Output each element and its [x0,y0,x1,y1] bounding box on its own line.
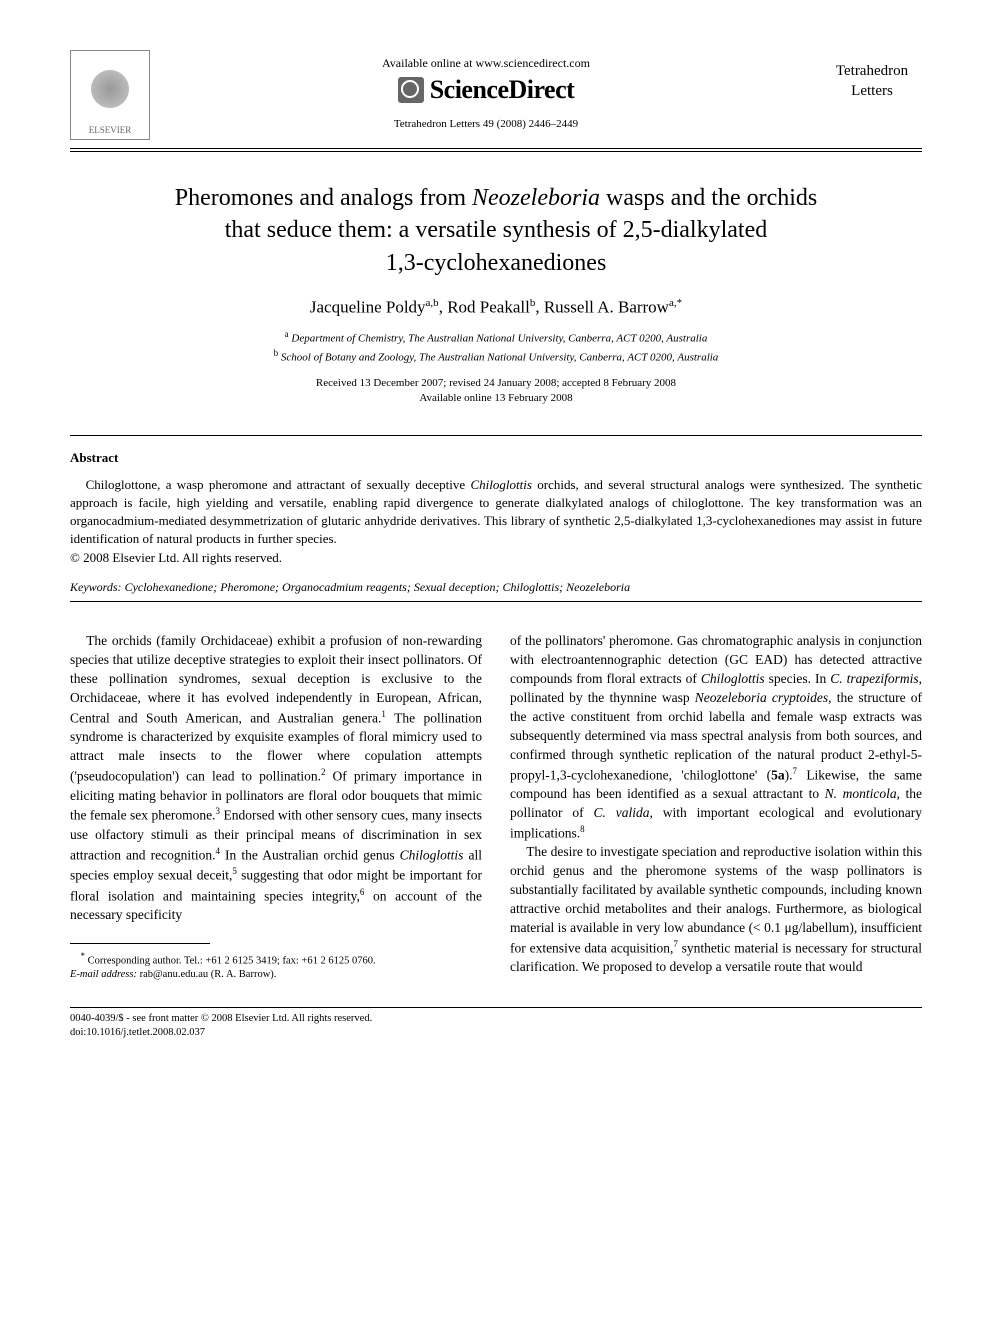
c2p1b: species. In [765,671,831,686]
sciencedirect-text: ScienceDirect [430,75,575,105]
affiliation-b: School of Botany and Zoology, The Austra… [281,352,718,364]
authors-line: Jacqueline Poldya,b, Rod Peakallb, Russe… [70,297,922,318]
elsevier-label: ELSEVIER [89,125,132,135]
available-online-text: Available online at www.sciencedirect.co… [150,56,822,71]
column-left: The orchids (family Orchidaceae) exhibit… [70,632,482,982]
sciencedirect-logo: ScienceDirect [398,75,575,105]
c1it1: Chiloglottis [400,847,464,862]
footer-line1: 0040-4039/$ - see front matter © 2008 El… [70,1012,922,1026]
elsevier-logo: ELSEVIER [70,50,150,140]
keywords-italic-1: Chiloglottis [502,580,559,594]
keywords-label: Keywords: [70,580,122,594]
affiliations: a Department of Chemistry, The Australia… [70,328,922,366]
c1p1e: In the Australian orchid genus [220,847,400,862]
author-2-sup: b [530,297,536,309]
c2b1: 5a [771,767,785,782]
footer: 0040-4039/$ - see front matter © 2008 El… [70,1012,922,1040]
author-1: Jacqueline Poldy [310,298,426,317]
c2it1: Chiloglottis [701,671,765,686]
footer-line2: doi:10.1016/j.tetlet.2008.02.037 [70,1026,922,1040]
abstract-text: Chiloglottone, a wasp pheromone and attr… [70,476,922,549]
abstract-italic-1: Chiloglottis [471,477,532,492]
column-right: of the pollinators' pheromone. Gas chrom… [510,632,922,982]
footnote-email-label: E-mail address: [70,969,137,980]
abstract-rule-top [70,435,922,436]
affil-b-sup: b [274,348,279,358]
title-italic-1: Neozeleboria [472,185,600,211]
keywords-text: Cyclohexanedione; Pheromone; Organocadmi… [122,580,503,594]
dates-received: Received 13 December 2007; revised 24 Ja… [316,377,676,389]
dates-online: Available online 13 February 2008 [419,392,572,404]
header-rule-thick [70,148,922,149]
c2it2: C. trapeziformis [830,671,918,686]
c2p1e: ). [785,767,793,782]
center-header: Available online at www.sciencedirect.co… [150,50,822,130]
c2it4: N. monticola [825,786,897,801]
abstract-heading: Abstract [70,450,922,466]
keywords-italic-2: Neozeleboria [566,580,630,594]
sciencedirect-icon [398,77,424,103]
title-line-2: that seduce them: a versatile synthesis … [225,217,768,243]
col2-para1: of the pollinators' pheromone. Gas chrom… [510,632,922,843]
abstract-pre: Chiloglottone, a wasp pheromone and attr… [86,477,471,492]
c2p2a: The desire to investigate speciation and… [510,844,922,955]
c2sup8: 8 [580,824,585,834]
footer-separator [70,1007,922,1008]
journal-name-box: Tetrahedron Letters [822,50,922,101]
footnote-corr: Corresponding author. Tel.: +61 2 6125 3… [85,955,376,966]
abstract-copyright: © 2008 Elsevier Ltd. All rights reserved… [70,550,922,566]
body-columns: The orchids (family Orchidaceae) exhibit… [70,632,922,982]
title-part-2: wasps and the orchids [600,185,817,211]
header-rule-thin [70,151,922,152]
c2it3: Neozeleboria cryptoides [695,690,828,705]
header-row: ELSEVIER Available online at www.science… [70,50,922,140]
corresponding-footnote: * Corresponding author. Tel.: +61 2 6125… [70,950,482,983]
author-3: Russell A. Barrow [544,298,669,317]
affiliation-a: Department of Chemistry, The Australian … [291,332,707,344]
journal-name-line1: Tetrahedron [822,62,922,82]
col2-para2: The desire to investigate speciation and… [510,843,922,977]
page-container: ELSEVIER Available online at www.science… [0,0,992,1080]
abstract-rule-bottom [70,601,922,602]
citation-text: Tetrahedron Letters 49 (2008) 2446–2449 [150,118,822,130]
author-3-sup: a,* [669,297,682,309]
title-part-1: Pheromones and analogs from [175,185,472,211]
keywords-line: Keywords: Cyclohexanedione; Pheromone; O… [70,580,922,595]
elsevier-tree-icon [80,65,140,125]
author-2: Rod Peakall [447,298,530,317]
col1-para1: The orchids (family Orchidaceae) exhibit… [70,632,482,924]
c2it5: C. valida [594,805,650,820]
article-title: Pheromones and analogs from Neozeleboria… [90,182,902,279]
title-line-3: 1,3-cyclohexanediones [386,250,607,276]
author-1-sup: a,b [426,297,439,309]
footnote-separator [70,943,210,944]
affil-a-sup: a [285,329,289,339]
article-dates: Received 13 December 2007; revised 24 Ja… [70,376,922,407]
footnote-email: rab@anu.edu.au (R. A. Barrow). [137,969,276,980]
journal-name-line2: Letters [822,82,922,102]
